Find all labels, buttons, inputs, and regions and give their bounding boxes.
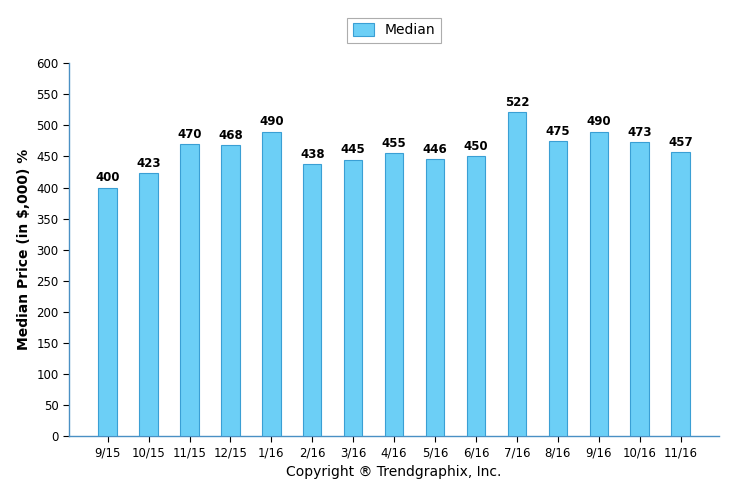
Text: 446: 446: [422, 143, 447, 156]
Bar: [222, 145, 240, 436]
Text: 473: 473: [627, 126, 652, 139]
Text: 438: 438: [300, 148, 325, 161]
X-axis label: Copyright ® Trendgraphix, Inc.: Copyright ® Trendgraphix, Inc.: [286, 465, 502, 479]
Bar: [590, 131, 608, 436]
Text: 455: 455: [382, 137, 406, 150]
Bar: [671, 152, 690, 436]
Bar: [385, 153, 403, 436]
Text: 522: 522: [505, 96, 529, 109]
Bar: [344, 160, 362, 436]
Text: 475: 475: [545, 125, 570, 138]
Text: 457: 457: [668, 136, 693, 149]
Bar: [631, 142, 649, 436]
Legend: Median: Median: [347, 18, 441, 43]
Bar: [139, 173, 158, 436]
Text: 400: 400: [96, 172, 120, 185]
Text: 450: 450: [464, 140, 488, 153]
Bar: [508, 112, 526, 436]
Bar: [99, 187, 117, 436]
Bar: [467, 156, 485, 436]
Y-axis label: Median Price (in $,000) %: Median Price (in $,000) %: [17, 149, 31, 350]
Text: 490: 490: [259, 116, 283, 128]
Text: 470: 470: [177, 128, 202, 141]
Bar: [426, 159, 445, 436]
Text: 490: 490: [587, 116, 611, 128]
Text: 423: 423: [136, 157, 161, 170]
Bar: [262, 131, 280, 436]
Bar: [548, 141, 567, 436]
Text: 468: 468: [218, 129, 243, 142]
Bar: [303, 164, 322, 436]
Text: 445: 445: [341, 143, 366, 156]
Bar: [180, 144, 199, 436]
